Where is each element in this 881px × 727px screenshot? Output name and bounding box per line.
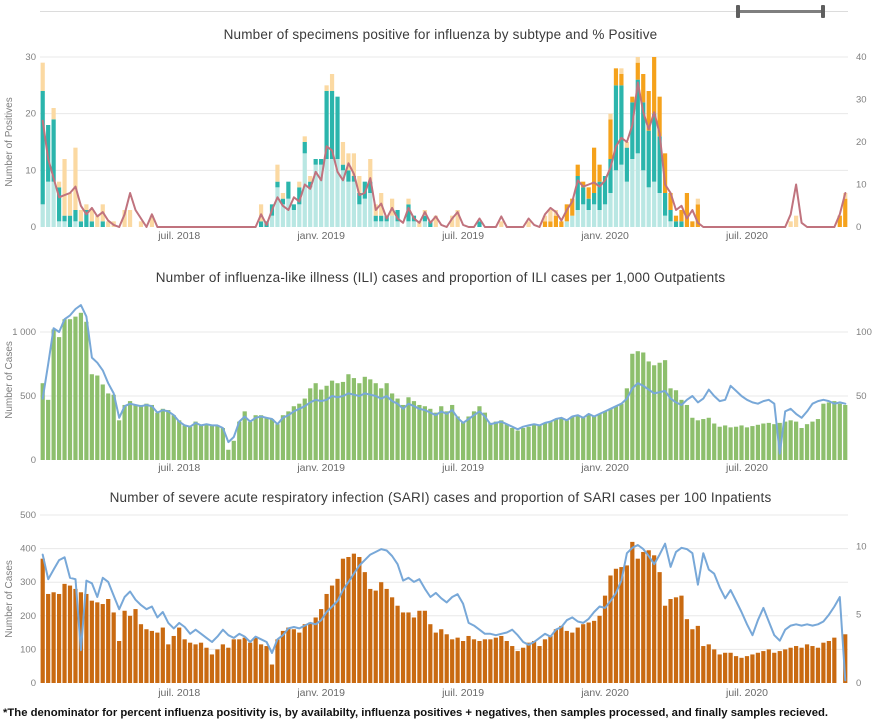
svg-text:30: 30 — [856, 95, 867, 106]
y-axis-title: Number of Positives — [4, 97, 15, 186]
svg-text:janv. 2020: janv. 2020 — [580, 462, 629, 474]
x-axis-zoom-slider[interactable] — [0, 0, 881, 22]
svg-text:juil. 2020: juil. 2020 — [725, 230, 768, 242]
svg-text:300: 300 — [20, 577, 36, 588]
x-axis-tick-labels: juil. 2018 janv. 2019 juil. 2019 janv. 2020… — [157, 687, 768, 699]
left-axis-tick-labels: 0 100 200 300 400 500 — [20, 510, 36, 689]
svg-text:500: 500 — [20, 391, 36, 402]
svg-text:20: 20 — [856, 137, 867, 148]
bars-group[interactable] — [40, 57, 848, 227]
zoom-slider-right-handle[interactable] — [821, 5, 825, 18]
sari-cases-chart[interactable]: 0 100 200 300 400 500 0 5 10 Number of Cases juil.… — [0, 510, 881, 702]
proportion-line[interactable] — [41, 81, 847, 228]
svg-text:400: 400 — [20, 544, 36, 555]
gridlines — [40, 331, 848, 397]
y-axis-title: Number of Cases — [4, 341, 15, 419]
gridlines — [40, 56, 848, 171]
svg-text:juil. 2018: juil. 2018 — [157, 687, 200, 699]
svg-text:5: 5 — [856, 610, 861, 621]
svg-text:10: 10 — [25, 165, 36, 176]
svg-text:0: 0 — [856, 222, 861, 233]
svg-text:juil. 2020: juil. 2020 — [725, 462, 768, 474]
svg-text:janv. 2020: janv. 2020 — [580, 687, 629, 699]
x-axis-tick-labels: juil. 2018 janv. 2019 juil. 2019 janv. 2020… — [157, 462, 768, 474]
proportion-line[interactable] — [41, 304, 847, 455]
svg-text:juil. 2020: juil. 2020 — [725, 687, 768, 699]
svg-text:20: 20 — [25, 109, 36, 120]
svg-text:10: 10 — [856, 541, 867, 552]
zoom-slider-left-handle[interactable] — [736, 5, 740, 18]
zoom-slider-track[interactable] — [40, 11, 848, 12]
svg-text:200: 200 — [20, 611, 36, 622]
svg-text:janv. 2019: janv. 2019 — [296, 462, 345, 474]
y-axis-title: Number of Cases — [4, 560, 15, 638]
sari-chart-title: Number of severe acute respiratory infec… — [109, 490, 772, 505]
zoom-slider-range[interactable] — [738, 10, 823, 13]
right-axis-tick-labels: 0 5 10 — [856, 541, 867, 689]
svg-text:30: 30 — [25, 52, 36, 63]
svg-text:juil. 2019: juil. 2019 — [441, 230, 484, 242]
svg-text:janv. 2019: janv. 2019 — [296, 687, 345, 699]
right-axis-tick-labels: 50 100 — [856, 327, 872, 402]
right-axis-tick-labels: 0 10 20 30 40 — [856, 52, 867, 233]
svg-text:40: 40 — [856, 52, 867, 63]
svg-text:0: 0 — [31, 222, 36, 233]
specimens-positive-by-subtype-chart[interactable]: 0 10 20 30 0 10 20 30 40 Number of Positives juil.… — [0, 50, 881, 246]
svg-text:100: 100 — [20, 644, 36, 655]
svg-text:0: 0 — [31, 678, 36, 689]
left-axis-tick-labels: 0 10 20 30 — [25, 52, 36, 233]
svg-text:0: 0 — [31, 455, 36, 466]
svg-text:10: 10 — [856, 180, 867, 191]
x-axis-tick-labels: juil. 2018 janv. 2019 juil. 2019 janv. 2020… — [157, 230, 768, 242]
svg-text:janv. 2020: janv. 2020 — [580, 230, 629, 242]
svg-text:100: 100 — [856, 327, 872, 338]
svg-text:1 000: 1 000 — [12, 327, 36, 338]
positives-chart-title: Number of specimens positive for influen… — [223, 27, 658, 42]
ili-chart-title: Number of influenza-like illness (ILI) c… — [155, 270, 726, 285]
svg-text:juil. 2019: juil. 2019 — [441, 462, 484, 474]
svg-text:juil. 2018: juil. 2018 — [157, 230, 200, 242]
svg-text:500: 500 — [20, 510, 36, 521]
svg-text:0: 0 — [856, 678, 861, 689]
denominator-footnote: *The denominator for percent influenza p… — [3, 707, 829, 719]
bars-group[interactable] — [40, 312, 848, 460]
bars-group[interactable] — [40, 541, 848, 683]
svg-text:juil. 2018: juil. 2018 — [157, 462, 200, 474]
proportion-line[interactable] — [41, 542, 847, 682]
left-axis-tick-labels: 0 500 1 000 — [12, 327, 36, 466]
svg-text:janv. 2019: janv. 2019 — [296, 230, 345, 242]
svg-text:juil. 2019: juil. 2019 — [441, 687, 484, 699]
svg-text:50: 50 — [856, 391, 867, 402]
